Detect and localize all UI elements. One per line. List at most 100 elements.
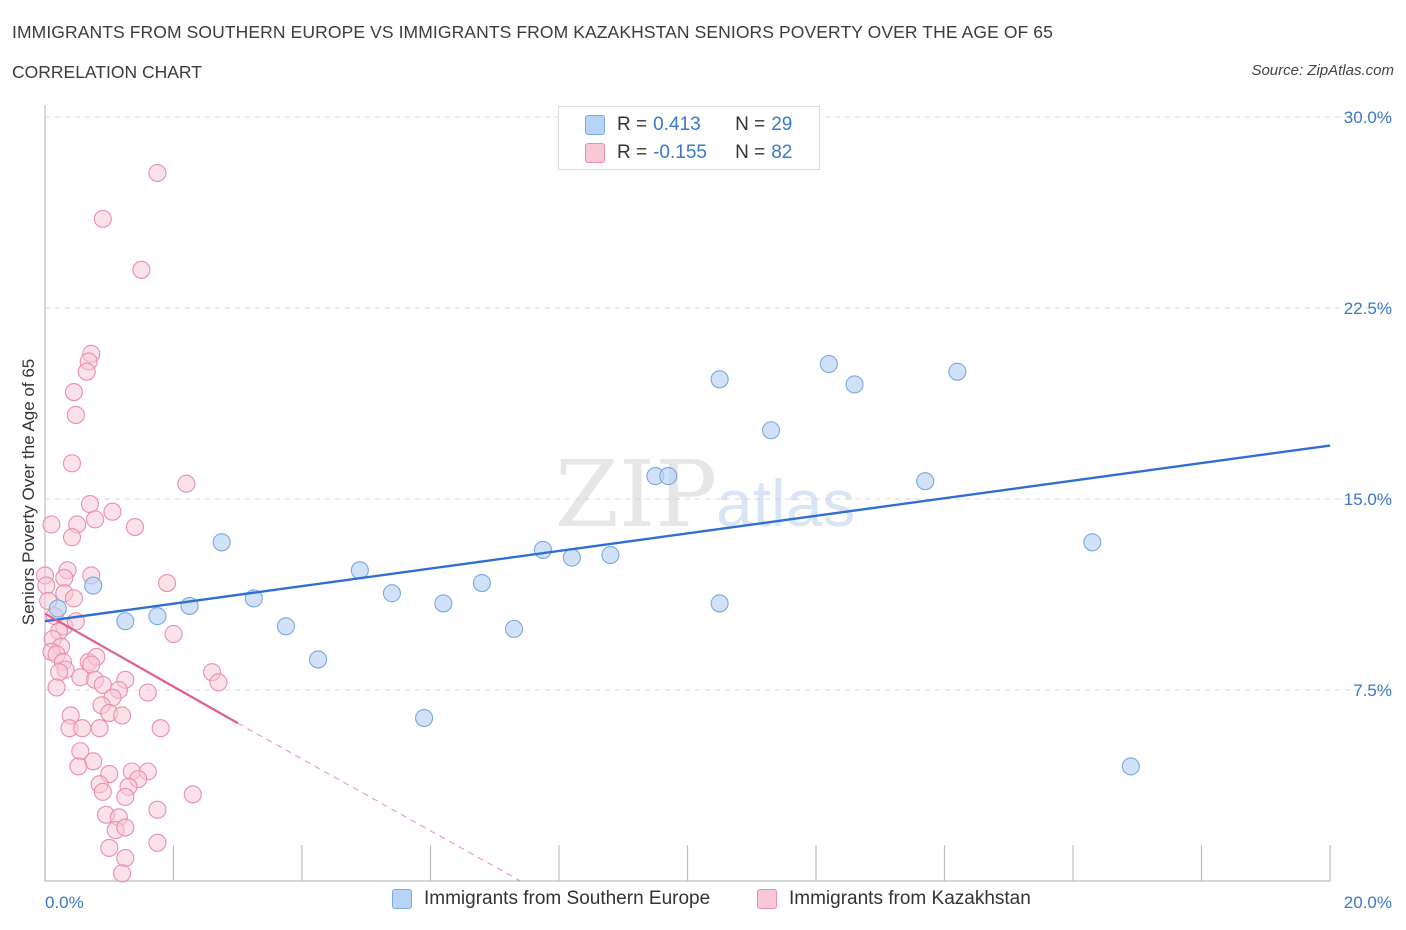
legend-row-kazakhstan: R = -0.155 N = 82 [585,140,792,166]
r-value: -0.155 [653,142,707,163]
n-value: 82 [771,142,793,163]
kazakhstan-point [164,624,183,644]
kazakhstan-point [93,209,112,228]
kazakhstan-point [93,675,112,694]
kazakhstan-point [148,800,167,819]
southern-europe-point [415,708,434,728]
kazakhstan-trend-line [44,612,239,725]
kazakhstan-point [116,787,135,807]
kazakhstan-point [132,260,151,279]
kazakhstan-point [177,474,196,493]
southern-europe-point [212,533,231,552]
southern-europe-point [761,421,781,440]
kazakhstan-point [116,849,135,868]
southern-europe-points [48,354,1140,776]
southern-europe-point [819,354,838,374]
kazakhstan-point [148,163,167,183]
chart-subtitle: CORRELATION CHART [12,62,202,82]
kazakhstan-point [113,864,132,883]
kazakhstan-point [42,515,61,534]
kazakhstan-point [138,683,157,702]
southern-europe-point [504,619,524,638]
kazakhstan-trend-extension [237,722,521,882]
kazakhstan-point [103,502,122,521]
southern-europe-point [659,467,678,486]
kazakhstan-point [90,719,109,738]
southern-europe-point [472,573,491,593]
watermark-zip: ZIP [555,441,717,548]
kazakhstan-point [62,528,82,547]
legend-label: Immigrants from Kazakhstan [789,888,1031,909]
kazakhstan-point [69,757,88,776]
kazakhstan-point [93,782,112,801]
kazakhstan-point [100,838,119,857]
y-tick-label: 22.5% [1344,299,1392,318]
kazakhstan-point [125,517,144,537]
kazakhstan-point [148,833,167,852]
southern-europe-trend-line [44,444,1331,623]
kazakhstan-point [71,668,90,687]
southern-europe-point [916,472,935,491]
southern-europe-point [116,612,135,631]
n-label: N = [735,114,766,135]
y-tick-label: 7.5% [1353,681,1392,700]
kazakhstan-point [64,589,83,608]
blue-swatch [392,889,412,909]
kazakhstan-point [77,362,96,381]
kazakhstan-point [62,454,82,473]
pink-swatch [585,143,605,163]
kazakhstan-point [66,405,85,425]
n-value: 29 [771,114,793,135]
southern-europe-point [562,548,581,567]
n-label: N = [735,142,766,163]
southern-europe-point [382,584,402,603]
legend-label: Immigrants from Southern Europe [424,888,711,909]
kazakhstan-point [50,663,69,682]
kazakhstan-point [55,568,74,587]
chart-title: IMMIGRANTS FROM SOUTHERN EUROPE VS IMMIG… [12,22,1053,42]
kazakhstan-point [151,719,170,738]
y-axis-label: Seniors Poverty Over the Age of 65 [19,359,38,625]
watermark: ZIP atlas [555,441,855,548]
watermark-atlas: atlas [716,466,855,540]
x-tick-label: 20.0% [1344,893,1392,912]
axes [44,105,1331,882]
southern-europe-point [710,594,729,613]
southern-europe-point [601,545,620,565]
x-tick-labels: 0.0% 20.0% [45,893,1392,912]
southern-europe-point [84,576,103,595]
kazakhstan-point [47,678,66,697]
southern-europe-point [533,540,552,559]
southern-europe-point [309,650,328,669]
correlation-legend: R = 0.413 N = 29 R = -0.155 N = 82 [558,106,820,170]
kazakhstan-point [64,382,83,402]
bottom-legend-kazakhstan: Immigrants from Kazakhstan [757,888,1031,910]
r-value: 0.413 [653,114,701,135]
kazakhstan-point [209,673,228,692]
southern-europe-point [276,617,295,636]
southern-europe-point [710,370,729,389]
bottom-legend-southern-europe: Immigrants from Southern Europe [392,888,710,910]
southern-europe-point [48,599,67,618]
r-label: R = [617,142,648,163]
legend-row-southern-europe: R = 0.413 N = 29 [585,112,792,138]
southern-europe-point [948,362,967,381]
pink-swatch [757,889,777,909]
kazakhstan-point [37,576,56,595]
trend-lines [44,444,1331,882]
kazakhstan-point [80,495,100,514]
r-label: R = [617,114,648,135]
x-tick-label: 0.0% [45,893,84,912]
kazakhstan-point [73,719,92,738]
southern-europe-point [1121,757,1140,776]
kazakhstan-point [183,785,202,804]
blue-swatch [585,115,605,135]
kazakhstan-point [158,573,177,593]
source-label: Source: ZipAtlas.com [1251,62,1394,79]
southern-europe-point [148,607,167,626]
southern-europe-point [845,375,864,394]
southern-europe-point [1083,533,1102,552]
y-tick-label: 15.0% [1344,490,1392,509]
kazakhstan-point [86,510,105,529]
